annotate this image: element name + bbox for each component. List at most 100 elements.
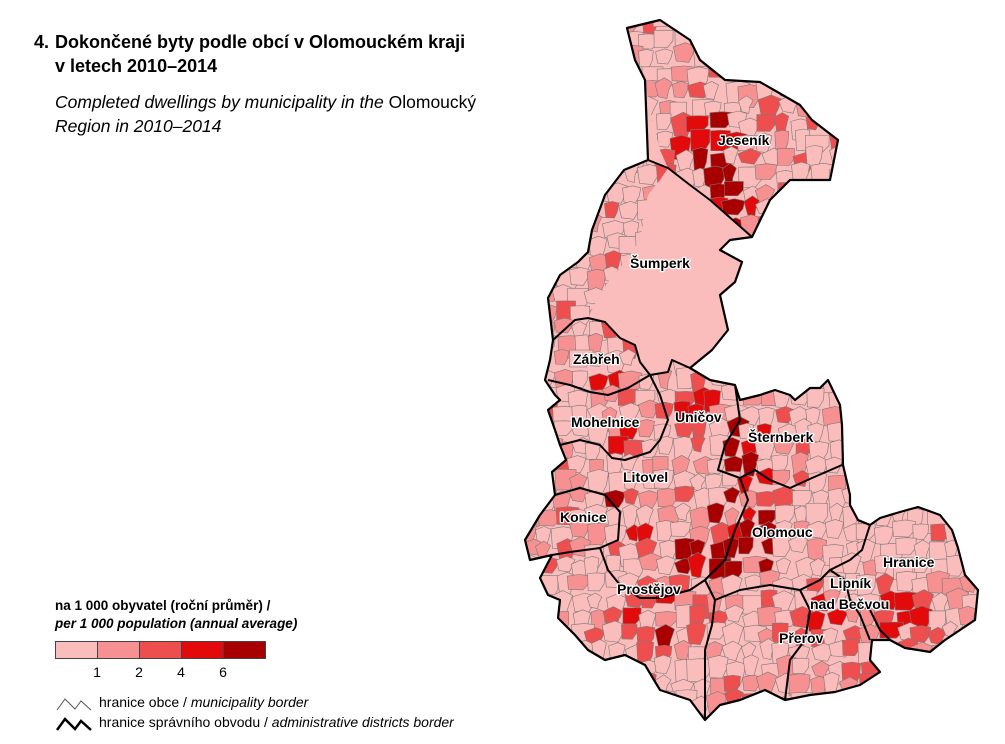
municipality-cell: [741, 355, 760, 376]
municipality-cell: [840, 418, 861, 439]
municipality-cell: [874, 492, 890, 512]
municipality-cell: [525, 135, 539, 156]
municipality-cell: [601, 688, 624, 714]
municipality-cell: [536, 95, 558, 112]
legend-swatch-3: [140, 642, 182, 658]
municipality-cell: [895, 658, 915, 678]
municipality-cell: [946, 726, 967, 736]
municipality-cell: [963, 374, 978, 399]
municipality-cell: [554, 317, 574, 334]
municipality-cell: [941, 249, 964, 271]
municipality-cell: [787, 49, 812, 71]
municipality-cell: [911, 713, 930, 720]
municipality-cell: [889, 179, 912, 200]
municipality-cell: [723, 674, 741, 693]
municipality-cell: [618, 348, 637, 366]
municipality-cell: [760, 232, 783, 250]
municipality-cell: [525, 402, 536, 429]
municipality-cell: [931, 266, 951, 283]
municipality-cell: [535, 79, 557, 101]
municipality-cell: [653, 29, 674, 48]
municipality-cell: [739, 727, 760, 736]
municipality-cell: [982, 697, 990, 716]
municipality-cell: [719, 338, 741, 363]
municipality-cell: [601, 675, 624, 694]
municipality-cell: [806, 251, 822, 271]
municipality-cell: [981, 621, 990, 640]
municipality-cell: [574, 31, 591, 54]
municipality-cell: [925, 692, 950, 710]
municipality-cell: [982, 455, 990, 478]
municipality-cell: [605, 46, 625, 71]
municipality-cell: [923, 77, 947, 102]
municipality-cell: [568, 20, 593, 35]
municipality-cell: [873, 525, 894, 545]
municipality-cell: [893, 710, 911, 720]
municipality-cell: [771, 235, 792, 261]
municipality-cell: [873, 406, 892, 425]
municipality-cell: [539, 254, 558, 277]
city-label: Lipník: [830, 575, 871, 591]
municipality-cell: [828, 712, 846, 720]
municipality-cell: [944, 134, 967, 151]
municipality-cell: [947, 417, 965, 442]
municipality-cell: [761, 20, 780, 31]
municipality-cell: [913, 77, 929, 102]
legend-title: na 1 000 obyvatel (roční průměr) / per 1…: [55, 597, 297, 633]
municipality-cell: [754, 163, 777, 180]
municipality-cell: [584, 131, 605, 151]
municipality-cell: [841, 388, 863, 409]
municipality-cell: [827, 336, 844, 358]
municipality-cell: [941, 437, 965, 454]
municipality-cell: [890, 283, 913, 303]
municipality-cell: [878, 659, 896, 679]
municipality-cell: [723, 146, 739, 165]
municipality-cell: [924, 27, 944, 51]
municipality-cell: [587, 28, 603, 54]
municipality-cell: [947, 100, 963, 122]
municipality-cell: [525, 384, 540, 406]
municipality-cell: [926, 403, 942, 420]
municipality-cell: [787, 535, 809, 553]
municipality-cell: [948, 489, 966, 513]
municipality-cell: [600, 119, 621, 138]
municipality-cell: [912, 452, 936, 470]
municipality-cell: [794, 80, 819, 106]
municipality-cell: [840, 168, 858, 195]
city-label: Uničov: [675, 409, 722, 425]
municipality-cell: [874, 554, 890, 574]
municipality-cell: [873, 336, 898, 353]
municipality-cell: [538, 169, 556, 191]
municipality-cell: [824, 247, 847, 265]
municipality-cell: [979, 675, 990, 695]
municipality-cell: [525, 577, 540, 597]
municipality-cell: [525, 706, 543, 720]
municipality-cell: [724, 604, 745, 623]
municipality-cell: [893, 385, 911, 403]
municipality-cell: [553, 349, 570, 366]
municipality-cell: [941, 691, 958, 711]
municipality-cell: [554, 217, 573, 242]
municipality-cell: [525, 335, 541, 360]
municipality-cell: [975, 247, 978, 272]
municipality-cell: [602, 20, 622, 35]
city-label: Jeseník: [718, 132, 770, 148]
municipality-cell: [981, 147, 990, 167]
municipality-cell: [794, 199, 816, 221]
municipality-cell: [891, 113, 909, 131]
municipality-cell: [857, 130, 873, 154]
municipality-cell: [963, 199, 978, 217]
municipality-cell: [907, 26, 927, 46]
municipality-cell: [618, 81, 641, 99]
subtitle-part-2: Olomoucký: [383, 92, 477, 112]
municipality-cell: [536, 271, 555, 292]
municipality-cell: [823, 588, 841, 605]
municipality-cell: [827, 421, 851, 443]
municipality-cell: [533, 654, 550, 678]
municipality-cell: [689, 20, 709, 36]
municipality-cell: [605, 64, 623, 89]
municipality-cell: [929, 713, 951, 720]
municipality-cell: [738, 422, 754, 440]
municipality-cell: [856, 386, 872, 412]
municipality-cell: [755, 27, 774, 46]
